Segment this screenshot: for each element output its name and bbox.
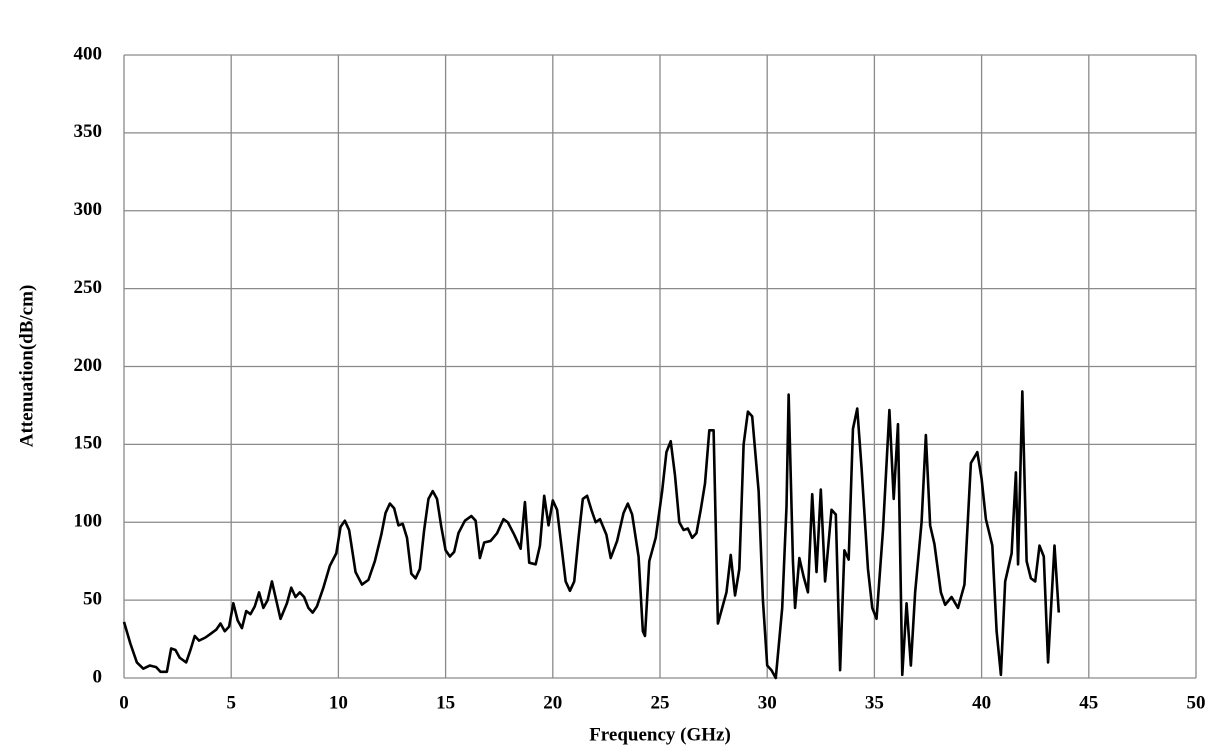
- data-line: [122, 390, 1061, 680]
- x-axis-label: Frequency (GHz): [589, 724, 731, 745]
- x-tick-label: 10: [329, 692, 348, 713]
- y-tick-label: 300: [74, 199, 103, 220]
- x-tick-label: 25: [651, 692, 670, 713]
- y-tick-label: 400: [74, 43, 103, 64]
- x-tick-label: 15: [436, 692, 455, 713]
- y-tick-label: 0: [93, 666, 103, 687]
- y-tick-label: 150: [74, 433, 103, 454]
- x-tick-label: 0: [119, 692, 129, 713]
- y-tick-label: 350: [74, 121, 103, 142]
- y-tick-label: 250: [74, 277, 103, 298]
- y-tick-label: 100: [74, 511, 103, 532]
- y-tick-label: 200: [74, 355, 103, 376]
- x-tick-label: 5: [226, 692, 236, 713]
- x-tick-label: 50: [1187, 692, 1206, 713]
- y-tick-label: 50: [83, 588, 102, 609]
- x-tick-label: 45: [1079, 692, 1098, 713]
- x-tick-label: 40: [972, 692, 991, 713]
- x-tick-label: 20: [543, 692, 562, 713]
- x-tick-label: 35: [865, 692, 884, 713]
- y-axis-label: Attenuation(dB/cm): [16, 285, 37, 448]
- x-tick-label: 30: [758, 692, 777, 713]
